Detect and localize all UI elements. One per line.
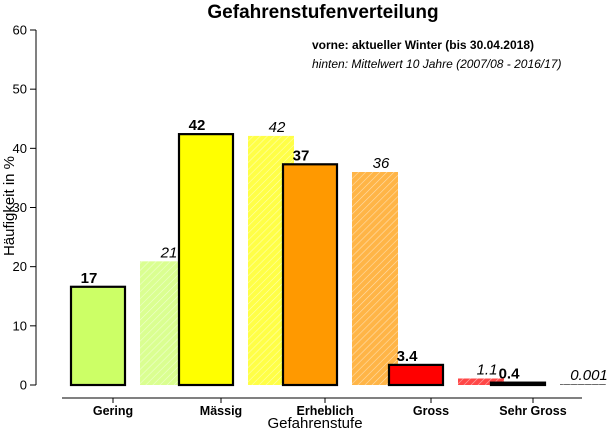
bar-back-hatch <box>352 172 398 385</box>
x-tick-label: Sehr Gross <box>499 404 566 418</box>
bar-back-label: 1.1 <box>477 361 498 378</box>
x-axis-label: Gefahrenstufe <box>267 415 362 432</box>
bar-front-label: 42 <box>189 117 206 134</box>
bar-front <box>281 163 339 387</box>
y-tick-label: 10 <box>13 318 27 333</box>
x-tick-label: Mässig <box>200 404 242 418</box>
legend-note-front: vorne: aktueller Winter (bis 30.04.2018) <box>312 38 534 52</box>
bar-back-label: 42 <box>269 119 286 136</box>
y-tick-label: 50 <box>13 82 27 97</box>
bar-front <box>387 363 445 387</box>
legend-note-back: hinten: Mittelwert 10 Jahre (2007/08 - 2… <box>312 57 561 71</box>
y-tick-label: 30 <box>13 200 27 215</box>
y-tick-label: 60 <box>13 23 27 38</box>
y-axis-label: Häufigkeit in % <box>1 156 18 256</box>
bar-front-label: 17 <box>81 270 98 287</box>
x-tick-label: Erheblich <box>297 404 354 418</box>
value-labels: 17 21 42 42 37 36 3.4 1.1 0.4 0.001 <box>81 117 608 384</box>
y-tick-label: 0 <box>20 378 27 393</box>
bar-back-label: 21 <box>160 244 178 261</box>
bar-back-hatch <box>458 378 504 385</box>
bar-front <box>177 133 235 387</box>
x-tick-label: Gross <box>413 404 449 418</box>
bar-front-label: 3.4 <box>397 348 419 365</box>
x-axis: Gering Mässig Erheblich Gross Sehr Gross <box>62 397 582 418</box>
bar-back-label: 36 <box>373 155 390 172</box>
bar-front-label: 0.4 <box>499 366 521 383</box>
y-tick-label: 20 <box>13 259 27 274</box>
y-axis: 0 10 20 30 40 50 60 <box>13 23 37 393</box>
bar-front <box>489 381 547 387</box>
bars <box>69 133 606 387</box>
bar-back-label: 0.001 <box>570 367 608 384</box>
bar-back-hatch <box>560 384 606 385</box>
y-tick-label: 40 <box>13 141 27 156</box>
bar-front <box>69 285 127 387</box>
bar-front-label: 37 <box>293 147 310 164</box>
x-tick-label: Gering <box>93 404 133 418</box>
chart-title: Gefahrenstufenverteilung <box>207 2 438 23</box>
